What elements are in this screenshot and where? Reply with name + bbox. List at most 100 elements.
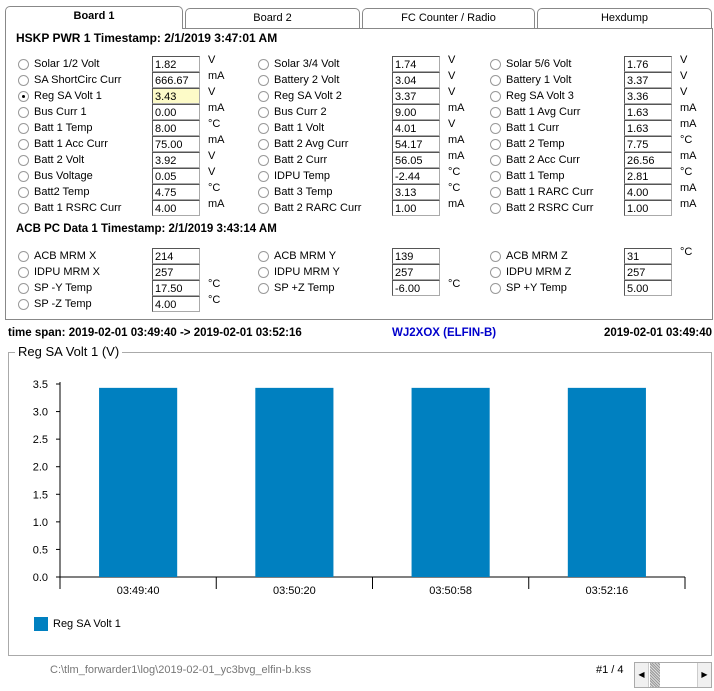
x-tick-label: 03:49:40 (117, 585, 160, 597)
channel-value: 75.00 (152, 136, 200, 152)
channel-radio[interactable] (490, 187, 501, 198)
chart-group (8, 352, 712, 656)
bar (567, 387, 646, 577)
channel-radio[interactable] (490, 59, 501, 70)
channel-radio[interactable] (490, 123, 501, 134)
channel-value: 4.00 (152, 200, 200, 216)
channel-unit: °C (448, 182, 461, 194)
channel-unit: V (208, 166, 216, 178)
page-scrollbar[interactable]: ◀ ▶ (634, 662, 712, 688)
channel-radio[interactable] (258, 267, 269, 278)
channel-value: 5.00 (624, 280, 672, 296)
channel-value: 3.37 (392, 88, 440, 104)
channel-label: Batt 2 Curr (274, 154, 328, 166)
channel-radio[interactable] (18, 171, 29, 182)
channel-radio[interactable] (490, 75, 501, 86)
page-indicator: #1 / 4 (596, 664, 624, 676)
tab-hexdump[interactable]: Hexdump (537, 8, 712, 29)
y-tick-label: 0.0 (33, 572, 48, 584)
channel-radio[interactable] (18, 139, 29, 150)
tab-board-1[interactable]: Board 1 (5, 6, 183, 29)
board1-panel (5, 28, 713, 320)
bar (99, 387, 178, 577)
channel-unit: mA (208, 134, 225, 146)
channel-value: 56.05 (392, 152, 440, 168)
channel-unit: mA (680, 150, 697, 162)
channel-label: Solar 3/4 Volt (274, 58, 340, 70)
channel-radio[interactable] (18, 91, 29, 102)
channel-radio[interactable] (258, 75, 269, 86)
channel-radio[interactable] (18, 203, 29, 214)
channel-radio[interactable] (490, 267, 501, 278)
channel-radio[interactable] (18, 123, 29, 134)
channel-radio[interactable] (490, 171, 501, 182)
scroll-right-arrow-icon[interactable]: ▶ (697, 663, 711, 687)
channel-value: 3.04 (392, 72, 440, 88)
channel-value: 8.00 (152, 120, 200, 136)
channel-label: Bus Curr 2 (274, 106, 327, 118)
y-tick-label: 2.5 (33, 434, 48, 446)
channel-label: Batt 1 RSRC Curr (34, 202, 122, 214)
channel-radio[interactable] (258, 171, 269, 182)
channel-unit: °C (680, 134, 693, 146)
channel-value: -2.44 (392, 168, 440, 184)
x-tick-label: 03:52:16 (585, 585, 628, 597)
channel-label: SP -Z Temp (34, 298, 92, 310)
channel-unit: °C (448, 166, 461, 178)
tab-fc-counter-radio[interactable]: FC Counter / Radio (362, 8, 535, 29)
channel-value: 3.36 (624, 88, 672, 104)
channel-unit: °C (448, 278, 461, 290)
channel-radio[interactable] (490, 139, 501, 150)
channel-label: SA ShortCirc Curr (34, 74, 122, 86)
scroll-left-arrow-icon[interactable]: ◀ (635, 663, 649, 687)
channel-radio[interactable] (490, 155, 501, 166)
legend-swatch (34, 617, 48, 631)
channel-value: 9.00 (392, 104, 440, 120)
channel-unit: mA (208, 70, 225, 82)
station-name: WJ2XOX (ELFIN-B) (392, 327, 497, 339)
channel-radio[interactable] (18, 267, 29, 278)
channel-radio[interactable] (258, 283, 269, 294)
channel-unit: °C (208, 294, 221, 306)
channel-label: Batt 2 Avg Curr (274, 138, 349, 150)
file-path: C:\tlm_forwarder1\log\2019-02-01_yc3bvg_… (50, 664, 312, 676)
scroll-thumb[interactable] (650, 663, 660, 687)
channel-radio[interactable] (18, 75, 29, 86)
channel-radio[interactable] (258, 203, 269, 214)
channel-unit: V (448, 86, 456, 98)
channel-radio[interactable] (490, 91, 501, 102)
channel-radio[interactable] (258, 155, 269, 166)
channel-radio[interactable] (258, 251, 269, 262)
channel-value: 4.00 (152, 296, 200, 312)
channel-radio[interactable] (490, 107, 501, 118)
channel-radio[interactable] (18, 59, 29, 70)
channel-value: 3.92 (152, 152, 200, 168)
channel-radio[interactable] (258, 187, 269, 198)
channel-radio[interactable] (258, 139, 269, 150)
channel-radio[interactable] (18, 187, 29, 198)
channel-unit: °C (680, 246, 693, 258)
y-tick-label: 0.5 (33, 544, 48, 556)
channel-radio[interactable] (18, 155, 29, 166)
bar (411, 387, 490, 577)
channel-unit: mA (680, 198, 697, 210)
channel-unit: mA (448, 150, 465, 162)
channel-radio[interactable] (18, 283, 29, 294)
tab-board-2[interactable]: Board 2 (185, 8, 360, 29)
channel-value: 1.82 (152, 56, 200, 72)
channel-radio[interactable] (18, 251, 29, 262)
channel-radio[interactable] (258, 123, 269, 134)
channel-label: ACB MRM Y (274, 250, 337, 262)
channel-radio[interactable] (490, 251, 501, 262)
channel-label: Batt 1 Volt (274, 122, 325, 134)
channel-unit: °C (680, 166, 693, 178)
channel-label: SP +Y Temp (506, 282, 567, 294)
channel-radio[interactable] (258, 59, 269, 70)
channel-label: Battery 1 Volt (506, 74, 572, 86)
channel-radio[interactable] (490, 203, 501, 214)
channel-radio[interactable] (490, 283, 501, 294)
channel-radio[interactable] (18, 107, 29, 118)
channel-radio[interactable] (18, 299, 29, 310)
channel-radio[interactable] (258, 91, 269, 102)
channel-radio[interactable] (258, 107, 269, 118)
